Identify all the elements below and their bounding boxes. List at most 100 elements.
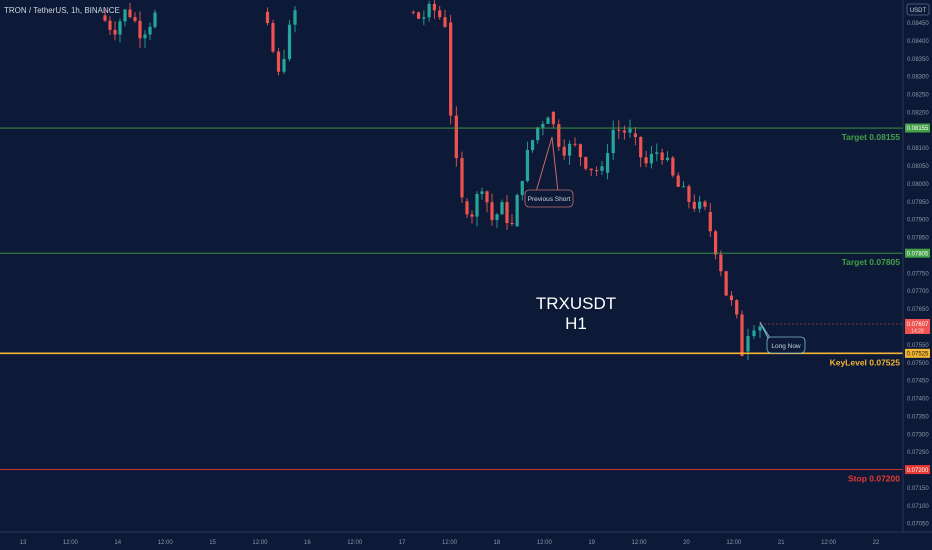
candle-body [416,12,421,19]
candle-body [148,26,152,35]
candle-body [633,133,637,137]
time-tick-label: 22 [873,540,880,546]
watermark: TRXUSDT H1 [536,294,616,333]
candle-body [103,15,107,21]
watermark-timeframe: H1 [565,314,587,333]
annotation-pointer-short [551,136,559,193]
candle-body [454,115,458,159]
time-tick-label: 17 [399,540,406,546]
annotation-box-long [766,336,806,354]
candle-body [276,51,281,72]
time-tick-label: 12:00 [442,540,458,546]
candle-body [708,212,712,232]
candle-body [562,146,566,156]
candle-body [724,271,728,296]
price-tick-label: 0.08350 [907,57,929,63]
time-tick-label: 14 [114,540,121,546]
currency-box-label: USDT [910,8,927,14]
candle-body [113,29,117,35]
candle-body [573,143,577,145]
candle-body [644,157,648,164]
time-tick-label: 19 [588,540,595,546]
time-tick-label: 12:00 [347,540,363,546]
candle-body [758,326,762,331]
annotation-label-long: Long Now [771,343,801,350]
candle-body [578,144,582,158]
time-tick-label: 12:00 [252,540,268,546]
price-tick-label: 0.07250 [907,450,929,456]
candle-body [735,300,739,315]
candle-body [676,175,680,187]
candle-body [495,214,499,220]
candle-body [427,3,431,18]
candle-body [551,111,555,125]
price-tick-label: 0.07650 [907,307,929,313]
candle-body [740,314,744,356]
currency-box[interactable]: USDT [906,3,930,16]
price-tick-label: 0.08300 [907,75,929,81]
candle-body [500,202,504,215]
candle-body [525,150,530,181]
candle-body [515,194,519,227]
level-tag-target [905,248,930,258]
time-axis[interactable]: 13 12:00 14 12:00 15 12:00 16 12:00 17 12:00 18 12:… [20,540,880,546]
price-tick-label: 0.07750 [907,271,929,277]
time-tick-label: 12:00 [821,540,837,546]
price-tick-label: 0.08050 [907,164,929,170]
time-tick-label: 12:00 [632,540,648,546]
time-tick-label: 20 [683,540,690,546]
price-tick-label: 0.07850 [907,236,929,242]
level-label-keylevel: KeyLevel 0.07525 [830,357,901,367]
candle-body [546,117,550,124]
candle-body [600,166,604,171]
candle-body [595,170,599,172]
time-tick-label: 13 [20,540,27,546]
currency-box-frame [906,3,930,16]
candle-body [655,152,659,154]
candle-body [746,336,750,352]
level-tag-label-target: 0.08155 [907,126,929,132]
price-tick-label: 0.07900 [907,218,929,224]
price-tick-label: 0.07150 [907,486,929,492]
candle-body [505,202,509,223]
candle-body [692,201,696,209]
time-tick-label: 12:00 [726,540,742,546]
level-tag-keylevel [905,348,930,358]
candle-body [271,23,275,52]
price-tick-label: 0.08400 [907,39,929,45]
price-tick-label: 0.07350 [907,414,929,420]
level-tag-stop [905,465,930,475]
time-tick-label: 16 [304,540,311,546]
price-tick-label: 0.07050 [907,522,929,528]
watermark-symbol: TRXUSDT [536,294,616,313]
candle-body [138,20,142,39]
candle-body [649,153,654,164]
time-tick-label: 21 [778,540,785,546]
candle-body [665,157,670,161]
candle-body [639,136,643,158]
candle-body [123,9,127,22]
candle-body [622,130,626,133]
time-tick-label: 12:00 [537,540,553,546]
level-tag-label-target: 0.07805 [907,251,929,257]
candle-body [485,191,489,203]
candle-body [681,186,686,188]
candle-body [536,127,540,141]
price-axis[interactable]: 0.08450 0.08400 0.08350 0.08300 0.08250 0.082… [907,21,929,528]
candle-body [432,3,437,11]
candle-body [530,140,535,151]
candle-body [128,9,132,18]
level-tag-label-keylevel: 0.07525 [907,352,929,358]
time-tick-label: 18 [494,540,501,546]
candle-body [133,17,137,21]
candle-body [480,191,484,194]
candle-body [589,168,593,171]
level-tag-target [905,123,930,133]
candle-body [490,202,494,220]
current-price-countdown: 14:28 [911,329,924,335]
current-price-label: 0.07607 [907,322,929,328]
candle-body [108,20,112,30]
